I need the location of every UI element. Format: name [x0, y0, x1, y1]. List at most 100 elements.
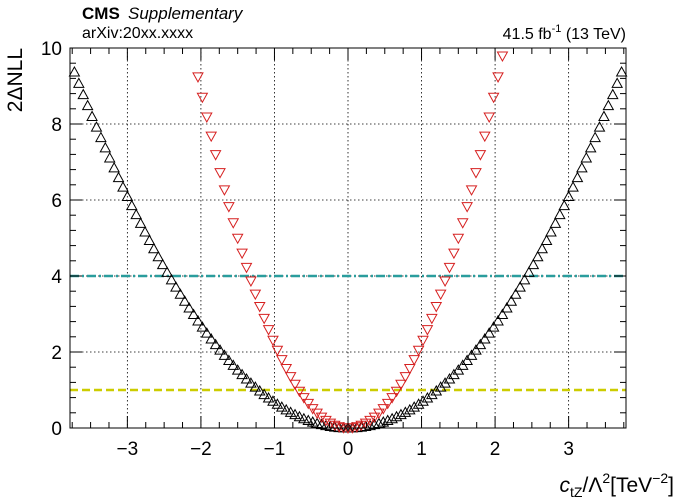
x-tick-label: −1: [264, 439, 286, 460]
x-tick-label: 1: [416, 439, 427, 460]
x-tick-label: −3: [117, 439, 139, 460]
data-point: [593, 121, 606, 132]
data-point: [165, 273, 178, 285]
data-point: [615, 65, 628, 77]
data-point: [280, 363, 293, 375]
data-point: [549, 217, 562, 228]
data-point: [461, 354, 473, 365]
data-point: [580, 151, 593, 163]
data-point: [584, 141, 597, 153]
data-point: [253, 384, 266, 396]
data-point: [536, 242, 549, 254]
data-point: [390, 386, 403, 398]
lumi-label: 41.5 fb-1 (13 TeV): [503, 23, 626, 43]
data-point: [359, 418, 372, 430]
data-point: [214, 344, 226, 355]
data-point: [121, 190, 134, 201]
data-point: [483, 327, 496, 338]
x-unit-close: ]: [668, 474, 674, 497]
data-point: [196, 92, 209, 104]
data-point: [417, 395, 429, 406]
data-point: [487, 321, 500, 332]
data-point: [364, 415, 376, 427]
x-tick-label: 3: [563, 439, 574, 460]
data-point: [258, 388, 271, 400]
data-point: [275, 401, 288, 412]
data-point: [399, 406, 412, 417]
data-point: [231, 233, 244, 245]
data-point: [205, 332, 218, 344]
data-point: [192, 314, 204, 326]
data-point: [227, 359, 240, 370]
data-point: [271, 398, 284, 409]
y-tick-label: 8: [51, 115, 62, 136]
data-point: [421, 391, 434, 403]
data-point: [205, 131, 218, 143]
data-point: [284, 406, 297, 417]
data-point: [527, 258, 540, 270]
data-point: [434, 289, 447, 301]
data-point: [320, 415, 332, 427]
data-point: [540, 234, 553, 245]
data-point: [377, 416, 390, 427]
grid-lines: [70, 48, 626, 428]
y-tick-label: 10: [41, 39, 62, 60]
data-point: [474, 150, 487, 161]
data-point: [386, 393, 398, 404]
x-unit-exp: −2: [652, 470, 668, 486]
y-axis-label: 2ΔNLL: [4, 48, 27, 112]
data-point: [240, 372, 253, 384]
data-point: [443, 262, 456, 274]
data-point: [558, 199, 571, 211]
data-point: [381, 414, 394, 425]
data-point: [218, 349, 231, 360]
data-point: [430, 302, 443, 313]
data-point: [161, 266, 173, 277]
data-point: [505, 295, 518, 306]
data-point: [571, 171, 584, 183]
data-point: [509, 288, 522, 299]
data-point: [280, 403, 293, 415]
data-point: [545, 226, 557, 237]
data-point: [156, 258, 169, 270]
data-point: [395, 379, 407, 391]
data-point: [576, 161, 588, 173]
data-point: [501, 301, 513, 313]
data-point: [465, 185, 478, 196]
tick-labels: −3 −2 −1 0 1 2 3 0 2 4 6 8 10: [41, 39, 574, 460]
data-point: [86, 110, 98, 121]
data-point: [209, 338, 222, 350]
data-point: [470, 168, 482, 179]
data-point: [589, 131, 601, 143]
data-point: [386, 412, 398, 424]
y-tick-label: 2: [51, 343, 62, 364]
data-point: [200, 327, 213, 338]
data-point: [112, 171, 125, 183]
data-point: [518, 273, 531, 285]
data-point: [417, 335, 429, 347]
data-point: [139, 226, 151, 237]
data-point: [267, 335, 279, 347]
data-point: [271, 345, 284, 357]
data-point: [152, 250, 165, 262]
data-point: [373, 408, 385, 420]
data-point: [399, 372, 412, 383]
data-point: [425, 313, 438, 325]
data-point: [223, 354, 235, 365]
data-point: [425, 388, 438, 400]
x-slash-lambda: /Λ: [582, 474, 602, 497]
data-point: [324, 418, 337, 430]
data-point: [258, 313, 271, 325]
arxiv-label: arXiv:20xx.xxxx: [82, 25, 193, 42]
data-point: [218, 185, 231, 196]
data-point: [452, 233, 465, 245]
data-point: [478, 332, 491, 344]
data-point: [125, 199, 138, 211]
data-point: [403, 403, 416, 415]
data-point: [403, 363, 416, 375]
y-tick-label: 0: [51, 419, 62, 440]
data-point: [249, 289, 262, 301]
data-point: [598, 110, 610, 121]
data-point: [368, 418, 381, 430]
